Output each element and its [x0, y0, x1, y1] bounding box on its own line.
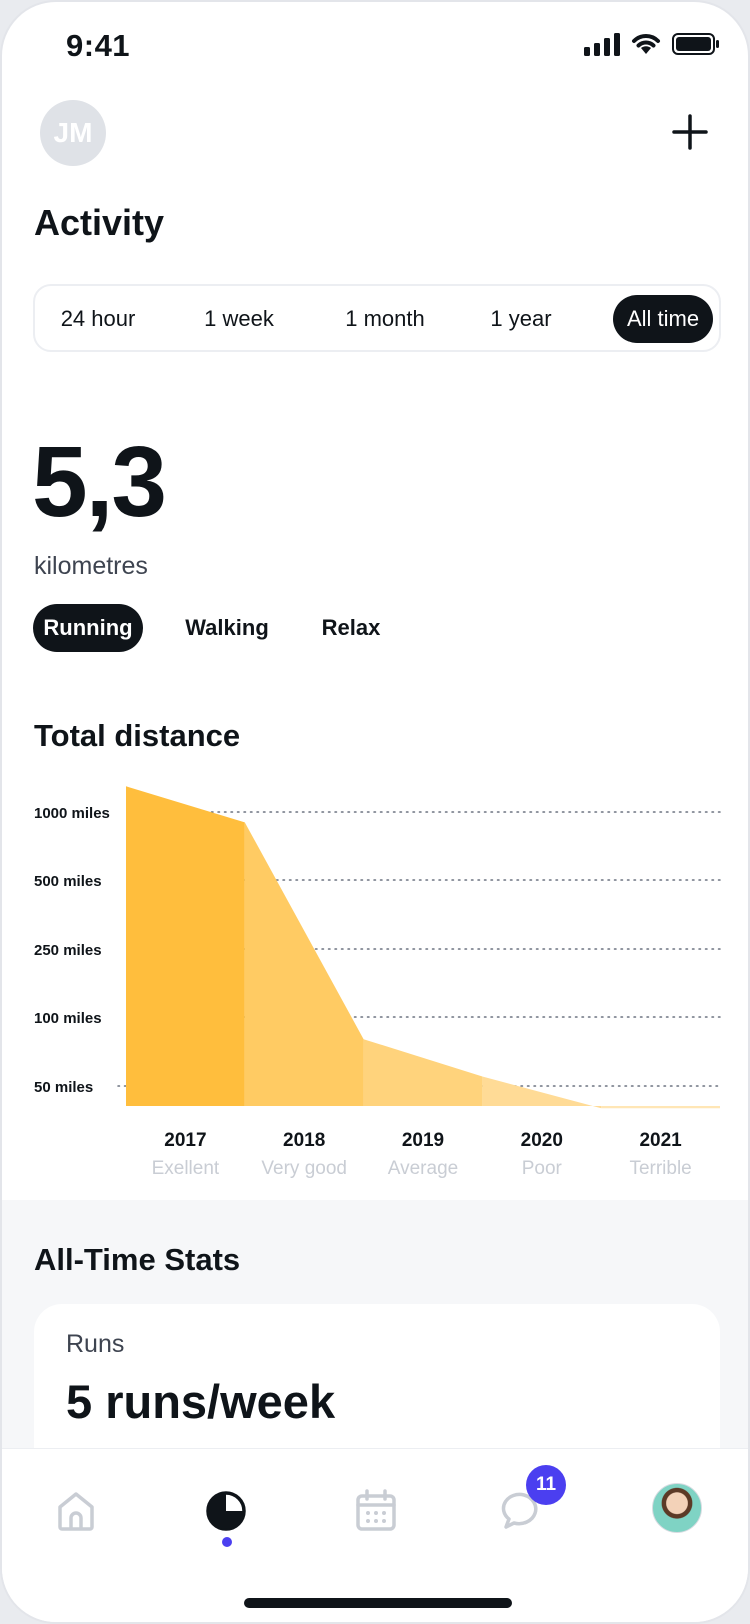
tab-running[interactable]: Running: [33, 604, 143, 652]
area-segment-2020[interactable]: [482, 1076, 602, 1109]
tab-all-time[interactable]: All time: [613, 295, 713, 343]
bottom-tab-bar: 11: [2, 1448, 748, 1622]
x-rating-label: Very good: [261, 1158, 347, 1179]
calendar-icon[interactable]: [352, 1487, 400, 1535]
chart-title: Total distance: [34, 718, 241, 753]
chat-icon[interactable]: [500, 1487, 548, 1535]
status-icons: [584, 32, 720, 56]
x-category-label: 2021: [639, 1130, 682, 1151]
tab-1-year[interactable]: 1 year: [490, 306, 552, 331]
total-distance-chart: 1000 miles 500 miles 250 miles 100 miles 50 …: [34, 786, 721, 1179]
x-category-label: 2018: [283, 1130, 325, 1151]
y-tick-label: 250 miles: [34, 942, 102, 959]
distance-unit: kilometres: [34, 552, 148, 580]
area-segment-2018[interactable]: [244, 822, 364, 1106]
tab-walking[interactable]: Walking: [185, 615, 269, 640]
time-range-tabs: 24 hour 1 week 1 month 1 year All time: [33, 284, 721, 352]
tab-24-hour[interactable]: 24 hour: [60, 306, 136, 331]
area-segment-2021[interactable]: [601, 1106, 720, 1109]
page-title: Activity: [34, 202, 165, 243]
wifi-icon: [632, 34, 660, 54]
y-tick-label: 100 miles: [34, 1010, 102, 1027]
stat-card-label: Runs: [66, 1330, 125, 1358]
x-rating-label: Terrible: [629, 1158, 691, 1179]
y-tick-label: 50 miles: [34, 1079, 93, 1096]
stat-card-value: 5 runs/week: [66, 1375, 336, 1428]
active-tab-indicator: [222, 1537, 232, 1547]
x-rating-label: Exellent: [152, 1158, 220, 1179]
y-tick-label: 500 miles: [34, 873, 102, 890]
tab-relax[interactable]: Relax: [321, 615, 381, 640]
tab-1-week[interactable]: 1 week: [204, 306, 274, 331]
distance-value: 5,3: [32, 426, 167, 538]
x-rating-label: Poor: [522, 1158, 563, 1179]
x-category-label: 2020: [521, 1130, 563, 1151]
stats-title: All-Time Stats: [34, 1242, 241, 1277]
user-avatar[interactable]: JM: [40, 100, 106, 166]
chat-badge: 11: [526, 1465, 566, 1505]
home-icon[interactable]: [52, 1487, 100, 1535]
x-rating-label: Average: [388, 1158, 458, 1179]
add-icon[interactable]: [672, 114, 708, 150]
cellular-signal-icon: [584, 33, 620, 56]
profile-avatar[interactable]: [652, 1483, 702, 1533]
status-time: 9:41: [66, 28, 131, 63]
tab-1-month[interactable]: 1 month: [345, 306, 425, 331]
x-category-label: 2017: [164, 1130, 206, 1151]
pie-chart-icon[interactable]: [202, 1487, 250, 1535]
battery-icon: [672, 33, 719, 55]
y-tick-label: 1000 miles: [34, 805, 110, 822]
area-segment-2017[interactable]: [126, 786, 245, 1106]
area-segment-2019[interactable]: [363, 1039, 483, 1106]
x-category-label: 2019: [402, 1130, 444, 1151]
home-indicator: [244, 1598, 512, 1608]
